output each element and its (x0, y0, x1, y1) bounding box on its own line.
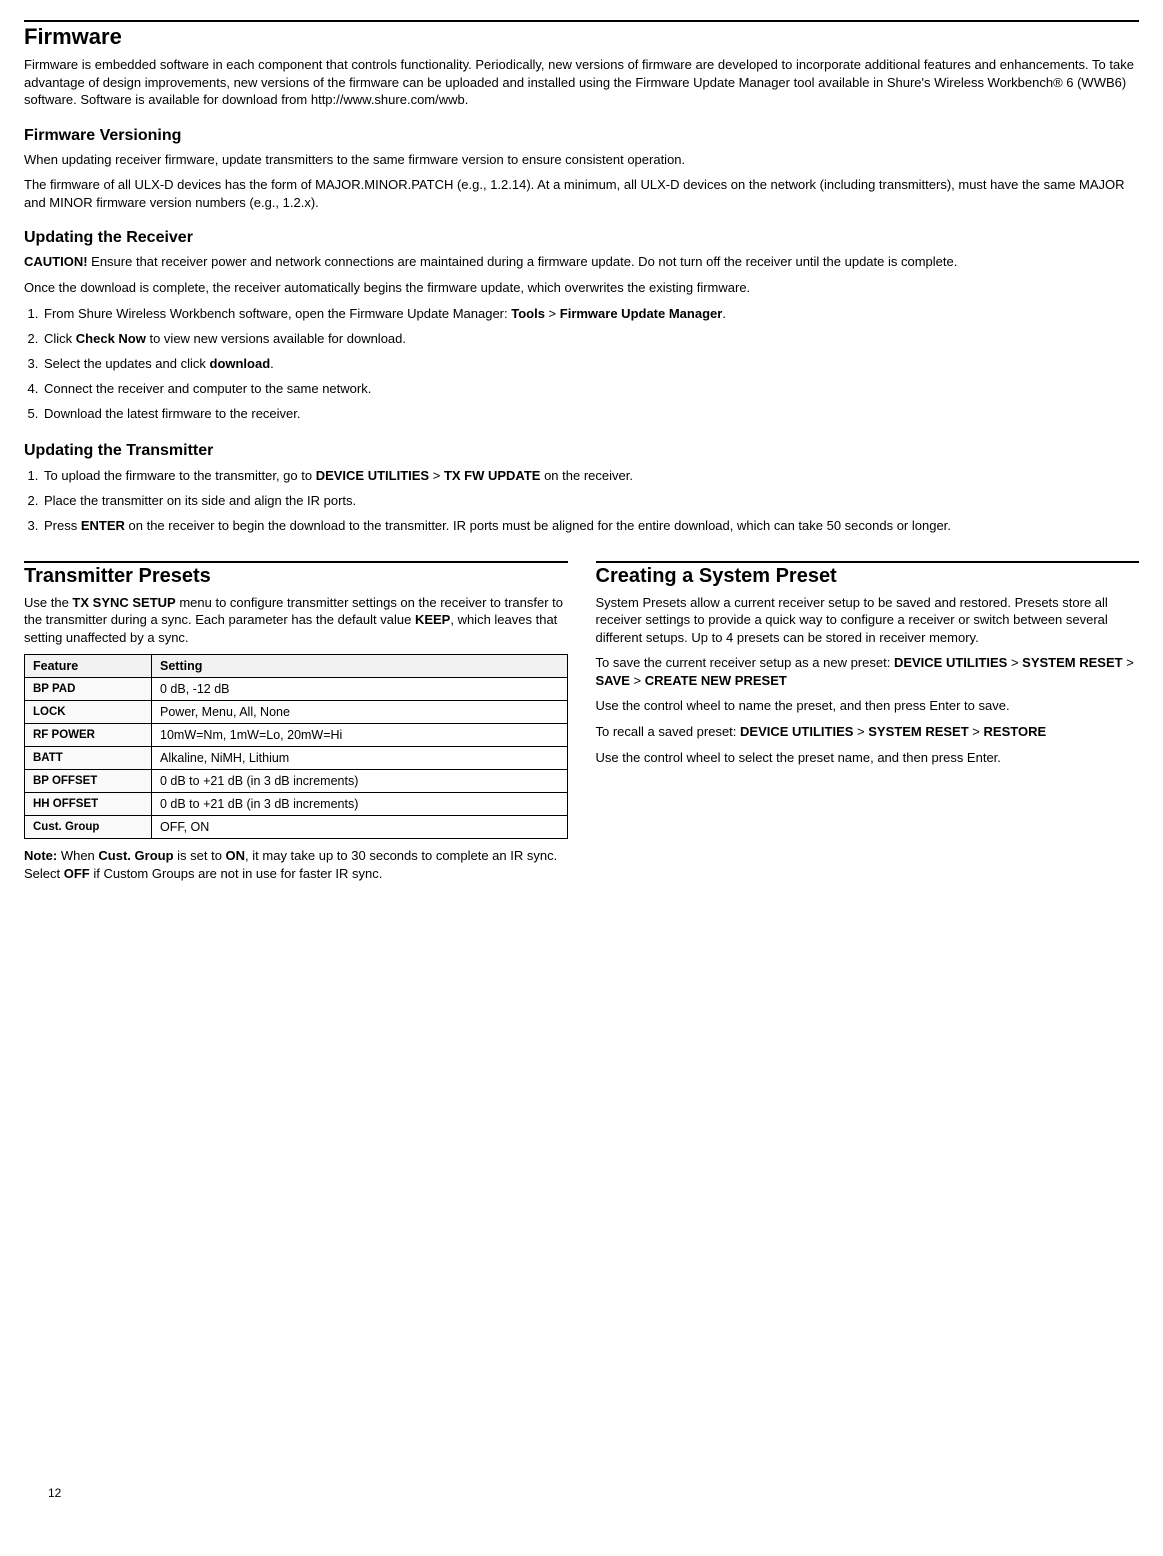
syspreset-p2: To save the current receiver setup as a … (596, 654, 1140, 689)
presets-heading: Transmitter Presets (24, 565, 568, 588)
receiver-step-1: From Shure Wireless Workbench software, … (42, 304, 1139, 325)
versioning-p2: The firmware of all ULX-D devices has th… (24, 176, 1139, 211)
syspreset-heading: Creating a System Preset (596, 565, 1140, 588)
transmitter-step-2: Place the transmitter on its side and al… (42, 491, 1139, 512)
syspreset-p4: To recall a saved preset: DEVICE UTILITI… (596, 723, 1140, 741)
table-header-row: Feature Setting (25, 655, 568, 678)
table-row: BATTAlkaline, NiMH, Lithium (25, 747, 568, 770)
firmware-intro: Firmware is embedded software in each co… (24, 56, 1139, 109)
table-row: Cust. GroupOFF, ON (25, 816, 568, 839)
receiver-caution: CAUTION! Ensure that receiver power and … (24, 253, 1139, 271)
section-rule (24, 20, 1139, 22)
caution-label: CAUTION! (24, 254, 88, 269)
table-row: RF POWER10mW=Nm, 1mW=Lo, 20mW=Hi (25, 724, 568, 747)
table-row: LOCKPower, Menu, All, None (25, 701, 568, 724)
section-rule (596, 561, 1140, 563)
transmitter-step-3: Press ENTER on the receiver to begin the… (42, 516, 1139, 537)
transmitter-steps: To upload the firmware to the transmitte… (24, 466, 1139, 536)
receiver-step-4: Connect the receiver and computer to the… (42, 379, 1139, 400)
presets-intro: Use the TX SYNC SETUP menu to configure … (24, 594, 568, 647)
caution-text: Ensure that receiver power and network c… (88, 254, 958, 269)
syspreset-p3: Use the control wheel to name the preset… (596, 697, 1140, 715)
transmitter-heading: Updating the Transmitter (24, 442, 1139, 460)
table-row: BP OFFSET0 dB to +21 dB (in 3 dB increme… (25, 770, 568, 793)
firmware-heading: Firmware (24, 24, 1139, 50)
receiver-step-5: Download the latest firmware to the rece… (42, 404, 1139, 425)
receiver-step-2: Click Check Now to view new versions ava… (42, 329, 1139, 350)
right-column: Creating a System Preset System Presets … (596, 561, 1140, 891)
note-label: Note: (24, 848, 57, 863)
table-row: HH OFFSET0 dB to +21 dB (in 3 dB increme… (25, 793, 568, 816)
receiver-steps: From Shure Wireless Workbench software, … (24, 304, 1139, 424)
syspreset-p1: System Presets allow a current receiver … (596, 594, 1140, 647)
versioning-p1: When updating receiver firmware, update … (24, 151, 1139, 169)
syspreset-p5: Use the control wheel to select the pres… (596, 749, 1140, 767)
presets-note: Note: When Cust. Group is set to ON, it … (24, 847, 568, 882)
receiver-p2: Once the download is complete, the recei… (24, 279, 1139, 297)
section-rule (24, 561, 568, 563)
table-row: BP PAD0 dB, -12 dB (25, 678, 568, 701)
page-number: 12 (48, 1486, 61, 1500)
transmitter-step-1: To upload the firmware to the transmitte… (42, 466, 1139, 487)
receiver-heading: Updating the Receiver (24, 229, 1139, 247)
th-setting: Setting (152, 655, 568, 678)
left-column: Transmitter Presets Use the TX SYNC SETU… (24, 561, 568, 891)
versioning-heading: Firmware Versioning (24, 127, 1139, 145)
th-feature: Feature (25, 655, 152, 678)
presets-table: Feature Setting BP PAD0 dB, -12 dB LOCKP… (24, 654, 568, 839)
receiver-step-3: Select the updates and click download. (42, 354, 1139, 375)
